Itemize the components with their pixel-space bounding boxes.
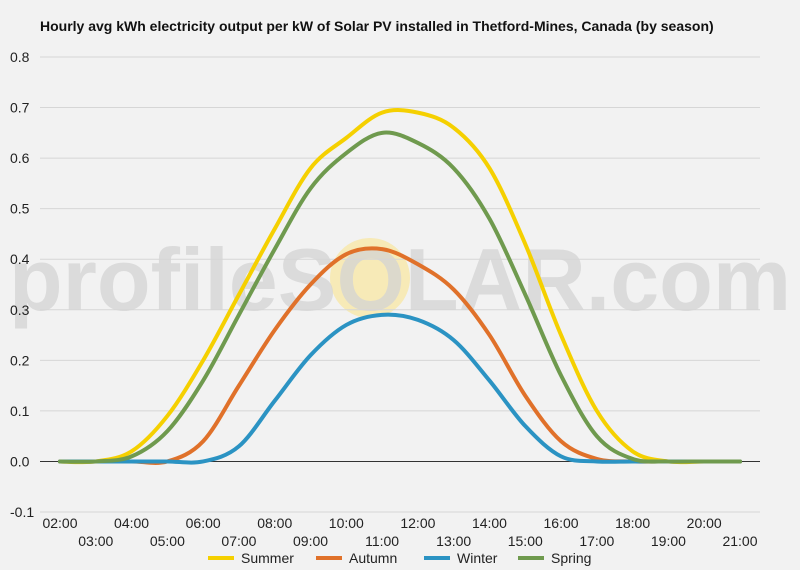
x-tick-label: 04:00 <box>114 515 149 531</box>
series-line-spring <box>58 130 742 464</box>
x-tick-label: 19:00 <box>651 533 686 549</box>
x-tick-label: 15:00 <box>508 533 543 549</box>
watermark-text: profileSOLAR.com <box>9 230 791 329</box>
y-tick-label: 0.4 <box>10 251 30 267</box>
x-tick-label: 17:00 <box>579 533 614 549</box>
x-tick-label: 16:00 <box>544 515 579 531</box>
y-tick-label: 0.5 <box>10 201 30 217</box>
x-tick-label: 07:00 <box>221 533 256 549</box>
y-tick-label: 0.0 <box>10 453 30 469</box>
series-line-winter <box>58 312 742 465</box>
y-tick-label: 0.6 <box>10 150 30 166</box>
x-tick-label: 12:00 <box>400 515 435 531</box>
x-tick-label: 05:00 <box>150 533 185 549</box>
y-tick-label: -0.1 <box>10 504 34 520</box>
legend-label-spring: Spring <box>551 550 591 566</box>
legend-label-autumn: Autumn <box>349 550 397 566</box>
y-tick-label: 0.2 <box>10 352 30 368</box>
y-tick-label: 0.7 <box>10 100 30 116</box>
y-tick-label: 0.1 <box>10 403 30 419</box>
series-line-summer <box>58 108 742 465</box>
x-tick-label: 06:00 <box>186 515 221 531</box>
x-tick-label: 20:00 <box>687 515 722 531</box>
x-tick-label: 08:00 <box>257 515 292 531</box>
x-tick-label: 11:00 <box>365 533 399 549</box>
legend-label-winter: Winter <box>457 550 498 566</box>
x-tick-label: 10:00 <box>329 515 364 531</box>
y-tick-label: 0.3 <box>10 302 30 318</box>
x-tick-label: 21:00 <box>722 533 757 549</box>
x-tick-label: 03:00 <box>78 533 113 549</box>
watermark-sun-icon <box>330 238 410 318</box>
x-tick-label: 02:00 <box>42 515 77 531</box>
x-tick-label: 09:00 <box>293 533 328 549</box>
x-tick-label: 13:00 <box>436 533 471 549</box>
x-tick-label: 14:00 <box>472 515 507 531</box>
y-tick-label: 0.8 <box>10 49 30 65</box>
x-tick-label: 18:00 <box>615 515 650 531</box>
legend-label-summer: Summer <box>241 550 294 566</box>
chart-title: Hourly avg kWh electricity output per kW… <box>40 18 714 34</box>
